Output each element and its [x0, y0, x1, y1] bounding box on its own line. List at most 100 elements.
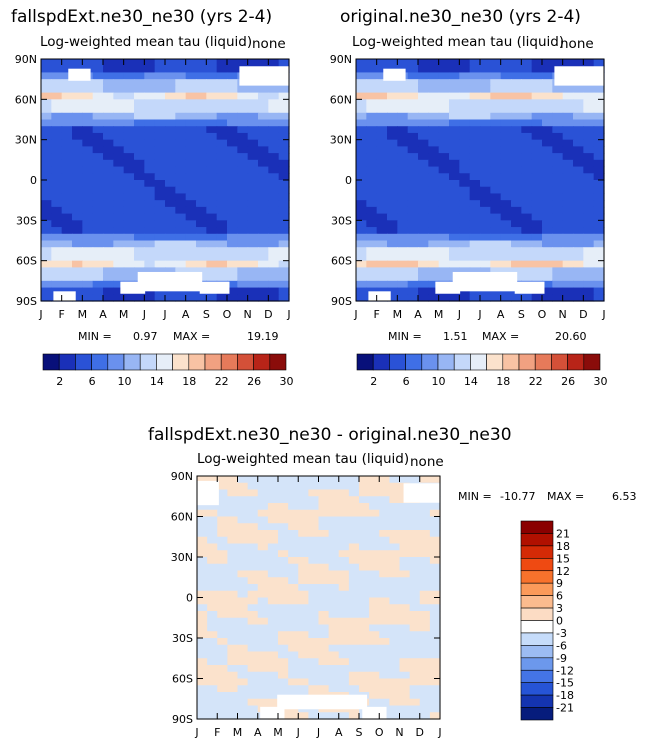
heat-cell	[247, 536, 259, 545]
heat-cell	[418, 126, 429, 134]
heat-cell	[227, 678, 239, 686]
heat-cell	[216, 126, 228, 134]
heat-cell	[521, 65, 533, 74]
heat-cell	[175, 173, 187, 181]
heat-cell	[257, 516, 269, 524]
heat-cell	[409, 624, 421, 632]
heat-cell	[278, 678, 289, 686]
heat-cell	[338, 644, 350, 653]
heat-cell	[308, 638, 320, 646]
heat-cell	[278, 159, 290, 168]
heat-cell	[429, 523, 441, 531]
heat-cell	[92, 59, 104, 67]
heat-cell	[113, 166, 125, 174]
heat-cell	[134, 186, 145, 195]
heat-cell	[298, 543, 309, 551]
heat-cell	[562, 180, 574, 188]
heat-cell	[175, 79, 187, 87]
colorbar-swatch	[502, 353, 520, 371]
heat-cell	[389, 557, 401, 565]
heat-cell	[376, 206, 388, 215]
heat-cell	[197, 658, 208, 666]
heat-cell	[278, 112, 290, 121]
heat-cell	[583, 85, 595, 94]
heat-cell	[397, 220, 409, 228]
heat-cell	[247, 523, 259, 531]
heat-cell	[369, 698, 380, 707]
heat-cell	[268, 85, 280, 94]
heat-cell	[207, 577, 218, 585]
heat-cell	[61, 59, 73, 67]
x-tick-label: O	[223, 308, 232, 321]
colorbar-swatch	[520, 582, 554, 596]
heat-cell	[144, 119, 156, 127]
heat-cell	[268, 200, 280, 208]
heat-cell	[418, 106, 429, 114]
heat-cell	[480, 119, 491, 127]
heat-cell	[449, 260, 460, 268]
heat-cell	[399, 665, 411, 673]
heat-cell	[359, 611, 370, 619]
heat-cell	[72, 193, 83, 201]
heat-cell	[366, 112, 378, 121]
heat-cell	[531, 173, 543, 181]
heat-cell	[531, 153, 543, 161]
heat-cell	[51, 280, 63, 289]
heat-cell	[144, 267, 156, 275]
heat-cell	[154, 153, 166, 161]
heat-cell	[418, 146, 429, 154]
heat-cell	[278, 206, 290, 215]
heat-cell	[389, 496, 401, 504]
heat-cell	[449, 220, 460, 228]
heat-cell	[247, 99, 259, 107]
heat-cell	[206, 193, 218, 201]
heat-cell	[298, 644, 309, 653]
heat-cell	[175, 92, 187, 100]
heat-cell	[41, 59, 52, 67]
heat-cell	[366, 92, 378, 100]
heat-cell	[328, 658, 340, 666]
colorbar-left: 2 6 10 14 18 22 26 30	[42, 353, 294, 388]
heat-cell	[490, 267, 502, 275]
heat-cell	[268, 213, 280, 221]
heat-cell	[288, 665, 299, 673]
heat-cell	[308, 712, 320, 720]
heat-cell	[419, 570, 431, 578]
heat-cell	[449, 206, 460, 215]
heat-cell	[318, 685, 330, 693]
heat-cell	[418, 280, 429, 289]
heat-cell	[438, 106, 450, 114]
heat-cell	[521, 139, 533, 147]
heat-cell	[298, 563, 309, 572]
heat-cell	[123, 233, 135, 242]
heat-cell	[288, 530, 299, 538]
heat-cell	[237, 705, 249, 713]
heat-cell	[419, 617, 431, 626]
heat-cell	[207, 557, 218, 565]
heat-cell	[376, 227, 388, 235]
heat-cell	[165, 112, 176, 121]
heat-cell	[531, 260, 543, 268]
heat-cell	[72, 180, 83, 188]
missing-data-block	[199, 281, 230, 294]
heat-cell	[356, 173, 367, 181]
heat-cell	[418, 59, 429, 67]
heat-cell	[449, 267, 460, 275]
corner-diff: none	[410, 454, 444, 470]
heat-cell	[267, 698, 279, 707]
x-tick-label: D	[264, 308, 272, 321]
heat-cell	[216, 260, 228, 268]
heat-cell	[185, 220, 197, 228]
heat-cell	[247, 692, 259, 700]
heat-cell	[418, 139, 429, 147]
heat-cell	[217, 658, 228, 666]
heat-cell	[227, 604, 239, 612]
heat-cell	[175, 206, 187, 215]
heat-cell	[397, 132, 409, 141]
heat-cell	[247, 496, 259, 504]
heat-cell	[356, 92, 367, 100]
heat-cell	[338, 530, 350, 538]
heat-cell	[469, 220, 481, 228]
